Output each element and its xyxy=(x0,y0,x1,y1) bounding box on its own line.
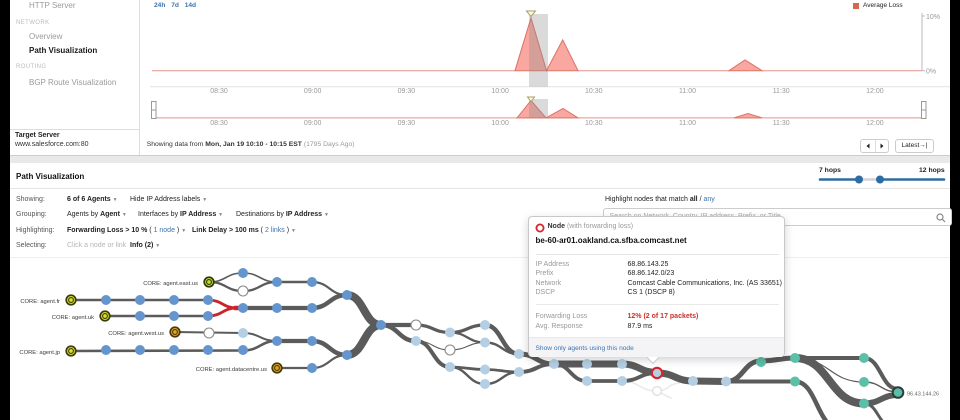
svg-text:08:30: 08:30 xyxy=(210,88,228,95)
svg-text:CORE: agent.west.us: CORE: agent.west.us xyxy=(108,331,164,337)
svg-text:11:00: 11:00 xyxy=(679,88,696,95)
svg-text:09:30: 09:30 xyxy=(398,88,416,95)
svg-text:11:30: 11:30 xyxy=(773,88,790,95)
svg-text:CORE: agent.datacentre.us: CORE: agent.datacentre.us xyxy=(196,367,267,373)
svg-text:CORE: agent.uk: CORE: agent.uk xyxy=(52,315,94,321)
svg-text:96.43.144.26: 96.43.144.26 xyxy=(907,392,939,398)
svg-text:CORE: agent.fr: CORE: agent.fr xyxy=(20,299,60,305)
svg-text:09:00: 09:00 xyxy=(304,88,322,95)
svg-text:12:00: 12:00 xyxy=(866,88,884,95)
svg-text:11:00: 11:00 xyxy=(679,120,696,127)
svg-text:11:30: 11:30 xyxy=(773,120,790,127)
svg-text:10:00: 10:00 xyxy=(491,88,509,95)
svg-text:CORE: agent.jp: CORE: agent.jp xyxy=(19,350,60,356)
svg-text:09:30: 09:30 xyxy=(398,120,416,127)
svg-text:09:00: 09:00 xyxy=(304,120,322,127)
svg-text:0%: 0% xyxy=(926,69,936,76)
svg-text:10:30: 10:30 xyxy=(585,120,603,127)
svg-text:CORE: agent.east.us: CORE: agent.east.us xyxy=(143,281,198,287)
svg-text:12:00: 12:00 xyxy=(866,120,884,127)
svg-text:10:30: 10:30 xyxy=(585,88,603,95)
svg-text:10%: 10% xyxy=(926,14,940,21)
svg-text:10:00: 10:00 xyxy=(491,120,509,127)
svg-text:08:30: 08:30 xyxy=(210,120,228,127)
